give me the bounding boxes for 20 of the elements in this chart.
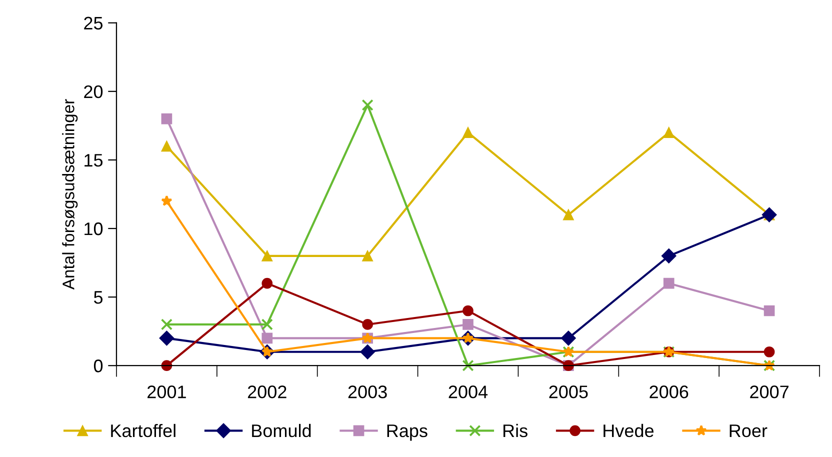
legend-label: Ris	[504, 424, 528, 438]
y-tick-label: 20	[84, 85, 103, 98]
x-tick-label: 2004	[448, 386, 488, 398]
y-tick-label: 25	[84, 16, 103, 30]
x-tick-label: 2007	[750, 386, 788, 398]
legend-label: Bomuld	[252, 424, 311, 438]
x-tick-label: 2003	[348, 386, 387, 398]
x-tick-label: 2002	[248, 386, 286, 398]
legend-label: Roer	[730, 424, 768, 438]
legend-label: Hvede	[604, 424, 654, 438]
x-tick-label: 2006	[650, 386, 688, 398]
y-axis-title: Antal forsøgsudsætninger	[62, 99, 78, 290]
legend-label: Kartoffel	[111, 424, 176, 438]
x-tick-label: 2005	[549, 386, 588, 398]
y-tick-label: 10	[84, 222, 103, 236]
x-tick-label: 2001	[148, 386, 186, 398]
y-tick-label: 5	[94, 291, 103, 304]
legend-label: Raps	[387, 424, 428, 441]
y-tick-label: 0	[94, 360, 103, 372]
y-tick-label: 15	[84, 154, 103, 167]
